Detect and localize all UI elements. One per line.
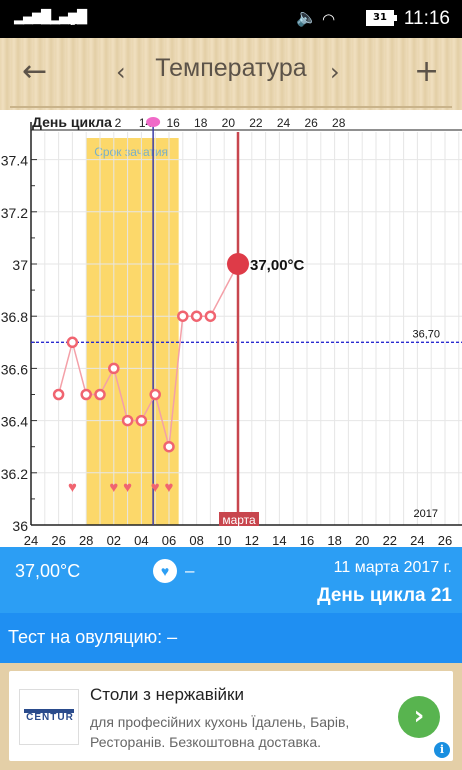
temperature-point[interactable] [163,440,175,453]
cycle-tick-label: 24 [277,116,291,130]
y-tick-label: 37.4 [1,153,28,169]
temperature-point[interactable] [121,414,134,427]
cycle-tick-label: 2 [115,116,122,130]
temperature-point[interactable] [52,388,65,401]
date-tick-label: 14 [272,533,286,547]
cover-line-label: 36,70 [412,328,440,340]
signal-icon: ▂▄▆█ [50,10,87,25]
chevron-left-icon[interactable]: ‹ [116,58,126,86]
heart-icon: ♥ [68,479,77,496]
heart-icon: ♥ [109,479,118,496]
temperature-point[interactable] [149,388,161,401]
cycle-tick-label: 16 [166,116,180,130]
cycle-tick-label: 26 [304,116,318,130]
ad-description: для професійних кухонь Їдалень, Барів, Р… [90,714,350,750]
temperature-value: 37,00°C [15,561,81,581]
temperature-chart[interactable]: Срок зачатия 36 36.2 36.4 36.6 36.8 37 37.2 37.4… [0,110,462,548]
heart-icon[interactable]: ♥ [153,559,177,583]
ovulation-test-label: Тест на овуляцию: – [8,627,178,647]
date-tick-label: 08 [189,533,203,547]
status-time: 11:16 [403,8,450,29]
temperature-point[interactable] [135,414,148,427]
sim2-label: 2 [70,18,76,28]
today-temp-label: 37,00°C [250,257,305,274]
date-tick-label: 20 [355,533,369,547]
ad-logo: CENTUR [19,689,79,745]
date-tick-label: 10 [217,533,231,547]
header-divider [10,106,452,108]
year-label: 2017 [414,508,438,520]
volume-icon: 🔈 [296,8,318,28]
date-tick-label: 02 [107,533,121,547]
date-tick-label: 16 [300,533,314,547]
y-tick-label: 36.6 [1,361,28,377]
date-tick-label: 18 [327,533,341,547]
date-tick-label: 26 [438,533,452,547]
wifi-icon: ◠ [322,10,336,28]
date-tick-label: 24 [24,533,38,547]
app-header: ← ‹ Температура › + [0,38,462,110]
y-tick-label: 36.8 [1,309,28,325]
temperature-point[interactable] [108,362,120,375]
temperature-point[interactable] [66,336,79,349]
chevron-right-icon[interactable]: › [330,58,340,86]
date-tick-label: 12 [245,533,259,547]
battery-icon: 31 [366,10,397,26]
ad-banner[interactable]: CENTUR Столи з нержавійки для професійни… [9,671,453,761]
date-tick-label: 06 [162,533,176,547]
selected-date: 11 марта 2017 г. [333,559,452,576]
cycle-tick-label: 20 [222,116,236,130]
ovulation-marker [146,117,161,127]
heart-icon: ♥ [151,479,160,496]
temperature-point[interactable] [80,388,92,401]
heart-icon: ♥ [165,479,174,496]
month-badge [219,512,259,526]
temperature-point[interactable] [190,310,203,322]
cycle-tick-label: 22 [249,116,263,130]
day-info-bar[interactable]: 37,00°C ♥ – 11 марта 2017 г. День цикла … [0,547,462,613]
date-tick-label: 04 [134,533,148,547]
today-point[interactable] [227,253,249,275]
fertile-window-label: Срок зачатия [94,145,168,159]
temperature-point[interactable] [94,388,106,401]
status-bar: ▂▄▆█ ▂▄▆█ 2 🔈 ◠ 31 11:16 [0,0,462,38]
y-tick-label: 37 [12,257,28,273]
date-tick-label: 28 [79,533,93,547]
date-tick-label: 24 [410,533,424,547]
y-tick-label: 36.2 [1,466,28,482]
y-tick-label: 37.2 [1,205,28,221]
info-icon[interactable]: i [434,742,450,758]
intercourse-value: – [185,561,195,580]
chevron-right-icon[interactable]: › [398,696,440,738]
cycle-tick-label: 18 [194,116,208,130]
y-tick-label: 36.4 [1,414,28,430]
plus-icon[interactable]: + [414,54,440,89]
ad-logo-text: CENTUR [26,712,74,723]
heart-icon: ♥ [123,479,132,496]
temperature-point[interactable] [204,310,217,322]
ad-zone: CENTUR Столи з нержавійки для професійни… [0,663,462,770]
ad-title[interactable]: Столи з нержавійки [90,685,244,704]
arrow-left-icon[interactable]: ← [22,54,48,89]
cycle-day: День цикла 21 [317,585,452,606]
date-tick-label: 26 [51,533,65,547]
month-label: марта [222,513,256,527]
temperature-point[interactable] [177,310,189,322]
page-title: Температура [155,54,307,82]
signal-icon: ▂▄▆█ [14,10,51,25]
ad-logo-bar [24,709,74,713]
cycle-tick-label: 28 [332,116,346,130]
chart-svg[interactable]: Срок зачатия 36 36.2 36.4 36.6 36.8 37 37.2 37.4… [0,110,462,548]
y-tick-label: 36 [12,518,28,534]
cycle-day-label: День цикла [32,114,112,130]
ovulation-test-bar[interactable]: Тест на овуляцию: – [0,613,462,663]
fertile-window [86,138,179,525]
date-tick-label: 22 [383,533,397,547]
